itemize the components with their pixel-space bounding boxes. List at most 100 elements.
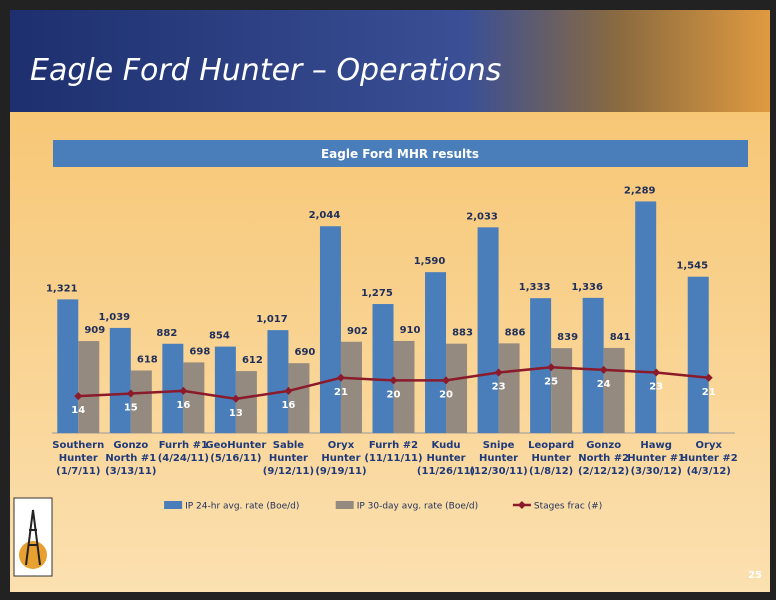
bar xyxy=(372,304,394,433)
data-label: 1,039 xyxy=(98,312,130,323)
bar xyxy=(446,343,468,433)
data-label: 21 xyxy=(702,387,716,398)
bar xyxy=(498,343,520,433)
header-bg xyxy=(10,10,770,112)
x-tick-label: Gonzo North #2 (2/12/12) xyxy=(578,440,629,477)
x-tick-label: Oryx Hunter (9/19/11) xyxy=(315,440,366,477)
bar xyxy=(530,298,552,433)
data-label: 1,275 xyxy=(361,288,393,299)
data-label: 20 xyxy=(439,389,453,400)
data-label: 839 xyxy=(557,332,578,343)
marker xyxy=(599,365,608,374)
marker xyxy=(704,373,713,382)
marker xyxy=(231,394,240,403)
bar xyxy=(340,341,362,433)
bar xyxy=(635,201,657,433)
marker xyxy=(389,376,398,385)
slide-title: Eagle Ford Hunter – Operations xyxy=(30,53,501,88)
data-label: 854 xyxy=(209,331,230,342)
data-label: 1,017 xyxy=(256,314,288,325)
data-label: 2,044 xyxy=(309,210,341,221)
legend-swatch xyxy=(164,501,183,509)
marker xyxy=(179,386,188,395)
data-label: 910 xyxy=(400,325,421,336)
data-label: 690 xyxy=(294,347,315,358)
legend-label: IP 24-hr avg. rate (Boe/d) xyxy=(185,502,299,512)
data-label: 882 xyxy=(156,328,177,339)
chart-title-bar xyxy=(53,140,748,167)
data-label: 1,336 xyxy=(571,282,603,293)
x-tick-label: Oryx Hunter #2 (4/3/12) xyxy=(680,440,738,477)
data-label: 1,590 xyxy=(414,256,446,267)
data-label: 1,333 xyxy=(519,282,551,293)
legend-swatch xyxy=(517,501,526,509)
data-label: 883 xyxy=(452,328,473,339)
x-tick-label: Furrh #1 (4/24/11) xyxy=(158,440,209,464)
legend-label: IP 30-day avg. rate (Boe/d) xyxy=(357,502,478,512)
x-tick-label: Furrh #2 (11/11/11) xyxy=(364,440,422,464)
data-label: 1,545 xyxy=(676,261,708,272)
x-tick-label: Hawg Hunter #1 (3/30/12) xyxy=(627,440,685,477)
bar xyxy=(477,227,499,433)
x-tick-label: Kudu Hunter (11/26/11) xyxy=(417,440,475,477)
bar xyxy=(214,346,236,433)
bar xyxy=(183,362,205,433)
x-tick-label: Snipe Hunter (12/30/11) xyxy=(469,440,527,477)
bar xyxy=(109,327,131,433)
data-label: 13 xyxy=(229,408,243,419)
chart-title: Eagle Ford MHR results xyxy=(321,147,479,161)
data-label: 618 xyxy=(137,354,158,365)
data-label: 23 xyxy=(492,382,506,393)
legend-swatch xyxy=(335,501,354,509)
x-tick-label: Sable Hunter (9/12/11) xyxy=(263,440,314,477)
data-label: 2,033 xyxy=(466,211,498,222)
data-label: 886 xyxy=(505,327,526,338)
data-label: 24 xyxy=(597,379,611,390)
data-label: 14 xyxy=(71,405,85,416)
marker xyxy=(336,373,345,382)
data-label: 15 xyxy=(124,403,138,414)
bar xyxy=(319,226,341,433)
bar xyxy=(78,341,100,433)
data-label: 25 xyxy=(544,376,558,387)
bar xyxy=(393,340,415,433)
bar xyxy=(687,276,709,433)
bar xyxy=(235,371,257,433)
bar xyxy=(57,299,79,433)
marker xyxy=(74,392,83,401)
data-label: 16 xyxy=(176,400,190,411)
marker xyxy=(547,363,556,372)
data-label: 16 xyxy=(281,400,295,411)
x-tick-label: Leopard Hunter (1/8/12) xyxy=(528,440,574,477)
bar xyxy=(288,363,310,433)
page-number: 25 xyxy=(748,570,762,581)
logo xyxy=(13,497,53,577)
legend-label: Stages frac (#) xyxy=(534,502,602,512)
data-label: 612 xyxy=(242,355,263,366)
bar xyxy=(425,272,447,433)
x-tick-label: GeoHunter (5/16/11) xyxy=(205,440,266,464)
marker xyxy=(494,368,503,377)
data-label: 21 xyxy=(334,387,348,398)
marker xyxy=(284,386,293,395)
data-label: 1,321 xyxy=(46,283,78,294)
x-tick-label: Southern Hunter (1/7/11) xyxy=(52,440,104,477)
bar xyxy=(130,370,152,433)
marker xyxy=(442,376,451,385)
marker xyxy=(652,368,661,377)
data-label: 841 xyxy=(610,332,631,343)
bar xyxy=(582,297,604,433)
bar xyxy=(267,330,289,433)
data-label: 2,289 xyxy=(624,185,656,196)
data-label: 909 xyxy=(84,325,105,336)
bar xyxy=(551,348,573,433)
x-tick-label: Gonzo North #1 (3/13/11) xyxy=(105,440,156,477)
bar xyxy=(162,343,184,433)
data-label: 20 xyxy=(387,389,401,400)
data-label: 23 xyxy=(649,382,663,393)
data-label: 698 xyxy=(189,346,210,357)
data-label: 902 xyxy=(347,326,368,337)
bar xyxy=(603,347,625,433)
marker xyxy=(126,389,135,398)
